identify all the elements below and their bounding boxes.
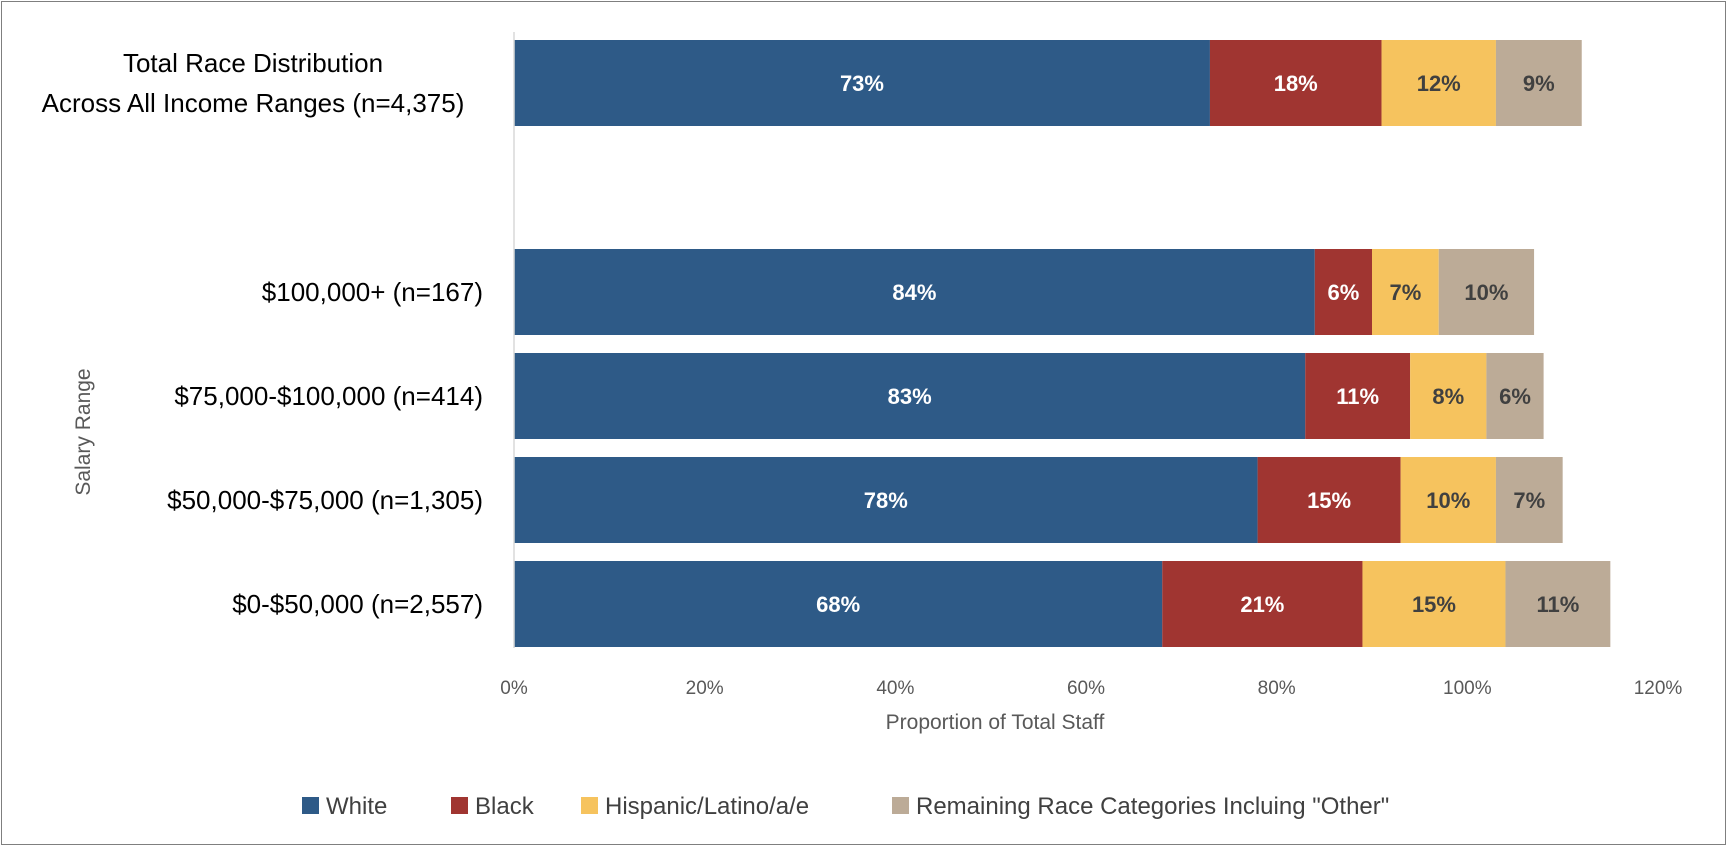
- legend-swatch: [451, 797, 468, 814]
- bar-value-label: 6%: [1499, 384, 1531, 409]
- legend-label: Hispanic/Latino/a/e: [605, 793, 809, 820]
- bar-segment: [514, 353, 1306, 439]
- bar-value-label: 7%: [1389, 280, 1421, 305]
- bar-value-label: 12%: [1417, 71, 1461, 96]
- bar-segment: [1162, 561, 1363, 647]
- x-axis-title: Proportion of Total Staff: [886, 711, 1105, 734]
- x-tick-label: 20%: [686, 678, 724, 699]
- x-tick-label: 40%: [876, 678, 914, 699]
- bar-segment: [1495, 457, 1563, 543]
- bar-segment: [1495, 40, 1582, 126]
- legend-label: White: [326, 793, 387, 820]
- bar-value-label: 73%: [840, 71, 884, 96]
- bar-value-label: 84%: [892, 280, 936, 305]
- x-tick-label: 0%: [500, 678, 528, 699]
- legend: White Black Hispanic/Latino/a/e Remaining R…: [302, 793, 1389, 820]
- bar-value-label: 11%: [1536, 592, 1579, 617]
- x-tick-labels: 0% 20% 40% 60% 80% 100% 120%: [500, 678, 1682, 699]
- category-label: $0-$50,000 (n=2,557): [232, 589, 483, 619]
- bar-value-label: 10%: [1426, 488, 1470, 513]
- bar-segment: [1314, 249, 1372, 335]
- x-tick-label: 60%: [1067, 678, 1105, 699]
- x-tick-label: 100%: [1443, 678, 1492, 699]
- bar-value-label: 68%: [816, 592, 860, 617]
- bar-segment: [1209, 40, 1382, 126]
- category-label: $50,000-$75,000 (n=1,305): [167, 485, 483, 515]
- legend-swatch: [581, 797, 598, 814]
- x-tick-label: 120%: [1634, 678, 1683, 699]
- legend-label: Remaining Race Categories Incluing "Othe…: [916, 793, 1389, 820]
- bar-segment: [1257, 457, 1401, 543]
- bar-value-label: 6%: [1328, 280, 1360, 305]
- bar-segment: [1438, 249, 1535, 335]
- category-labels: Total Race Distribution Across All Income…: [42, 48, 483, 619]
- bar-value-label: 15%: [1412, 592, 1456, 617]
- legend-swatch: [302, 797, 319, 814]
- bar-segment: [1400, 457, 1496, 543]
- bar-value-label: 9%: [1523, 71, 1555, 96]
- bar-segment: [514, 457, 1258, 543]
- bar-value-label: 21%: [1240, 592, 1284, 617]
- bars-layer: [514, 40, 1611, 647]
- category-label: Total Race Distribution Across All Income…: [42, 48, 465, 118]
- bar-value-label: 18%: [1274, 71, 1318, 96]
- bar-segment: [1486, 353, 1544, 439]
- labels-layer: 73% 18% 12% 9% 84% 6% 7% 10% 83% 11% 8% 6% 78% 15% 10%…: [816, 71, 1579, 617]
- bar-segment: [1505, 561, 1611, 647]
- legend-label: Black: [475, 793, 535, 820]
- category-label: $100,000+ (n=167): [262, 277, 483, 307]
- bar-segment: [1305, 353, 1411, 439]
- bar-value-label: 11%: [1336, 384, 1379, 409]
- bar-segment: [514, 561, 1163, 647]
- bar-segment: [1410, 353, 1487, 439]
- bar-value-label: 7%: [1513, 488, 1545, 513]
- bar-segment: [1362, 561, 1506, 647]
- x-tick-label: 80%: [1258, 678, 1296, 699]
- bar-value-label: 15%: [1307, 488, 1351, 513]
- bar-value-label: 8%: [1432, 384, 1464, 409]
- category-label: $75,000-$100,000 (n=414): [174, 381, 483, 411]
- bar-segment: [1381, 40, 1496, 126]
- bar-segment: [1372, 249, 1439, 335]
- bar-segment: [514, 249, 1315, 335]
- bar-segment: [514, 40, 1210, 126]
- y-axis-title: Salary Range: [72, 368, 95, 495]
- bar-value-label: 78%: [864, 488, 908, 513]
- legend-swatch: [892, 797, 909, 814]
- bar-value-label: 10%: [1464, 280, 1508, 305]
- bar-value-label: 83%: [888, 384, 932, 409]
